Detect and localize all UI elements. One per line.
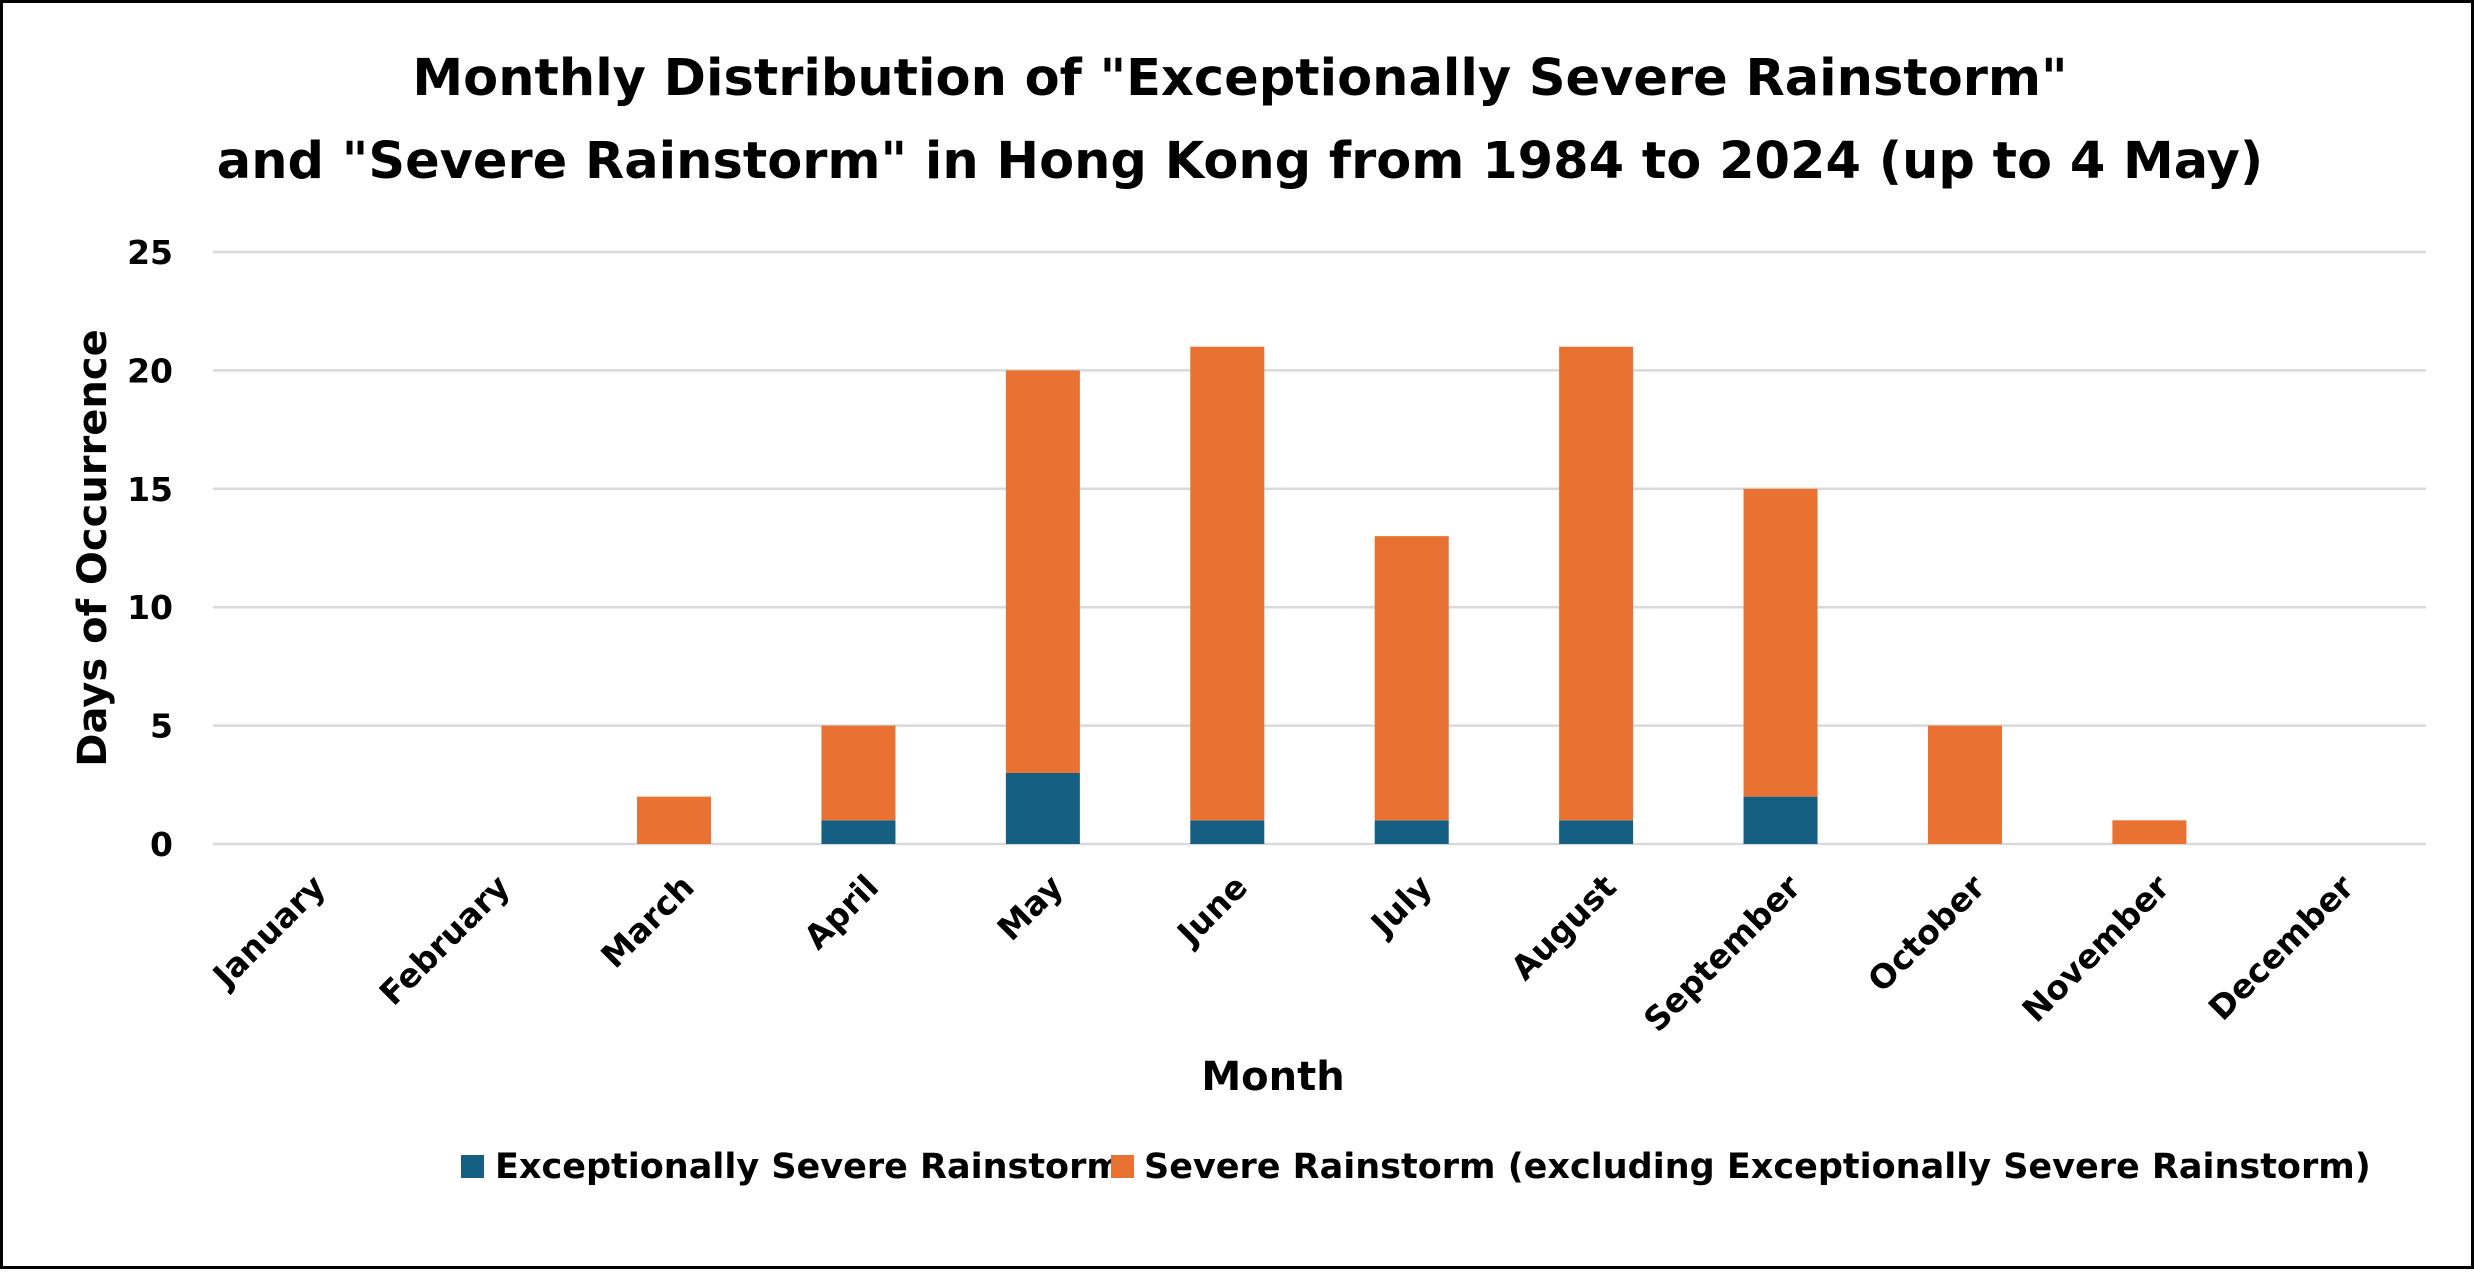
x-tick-label-march: March [593,867,701,975]
x-axis-label: Month [1201,1054,1344,1100]
x-tick-label-october: October [1860,867,1993,1000]
x-tick-label-may: May [989,867,1070,948]
gridlines [213,250,2426,846]
x-tick-label-july: July [1362,867,1440,945]
x-tick-label-august: August [1503,867,1624,988]
x-tick-label-december: December [2201,867,2362,1028]
y-tick-label: 0 [150,825,173,864]
bar-march-severe [637,796,712,844]
chart-title: Monthly Distribution of "Exceptionally S… [412,49,2067,108]
legend-swatch-severe [1111,1155,1134,1178]
y-tick-label: 20 [127,351,173,390]
x-tick-label-january: January [204,867,333,996]
bar-november-severe [2112,820,2187,844]
legend: Exceptionally Severe Rainstorm Severe Ra… [461,1147,2371,1187]
legend-label-severe: Severe Rainstorm (excluding Exceptionall… [1144,1147,2371,1187]
legend-swatch-exceptionally-severe [461,1155,484,1178]
x-axis-ticks: January February March April May June July Augu… [204,867,2362,1040]
bar-april-exceptionally-severe [821,820,896,844]
bar-july-exceptionally-severe [1374,820,1449,844]
y-axis-ticks: 0 5 10 15 20 25 [127,233,173,864]
x-tick-label-april: April [796,867,886,957]
legend-label-exceptionally-severe: Exceptionally Severe Rainstorm [495,1147,1123,1187]
bar-october-severe [1927,725,2002,844]
stacked-bar-chart: Monthly Distribution of "Exceptionally S… [70,49,2426,1187]
bar-may-exceptionally-severe [1005,772,1080,844]
bars [637,346,2187,844]
bar-july-severe [1374,536,1449,821]
bar-september-exceptionally-severe [1743,796,1818,844]
x-tick-label-november: November [2014,867,2177,1030]
bar-august-severe [1559,346,1634,821]
x-tick-label-september: September [1636,867,1809,1040]
x-tick-label-june: June [1168,867,1255,954]
y-tick-label: 10 [127,588,173,627]
bar-may-severe [1005,370,1080,773]
chart-title-line-2: and "Severe Rainstorm" in Hong Kong from… [217,132,2263,191]
y-tick-label: 5 [150,707,173,746]
x-tick-label-february: February [372,867,518,1013]
bar-june-severe [1190,346,1265,821]
y-axis-label: Days of Occurrence [70,329,116,766]
y-tick-label: 25 [127,233,173,272]
y-tick-label: 15 [127,470,173,509]
bar-april-severe [821,725,896,821]
bar-september-severe [1743,488,1818,797]
bar-august-exceptionally-severe [1559,820,1634,844]
bar-june-exceptionally-severe [1190,820,1265,844]
